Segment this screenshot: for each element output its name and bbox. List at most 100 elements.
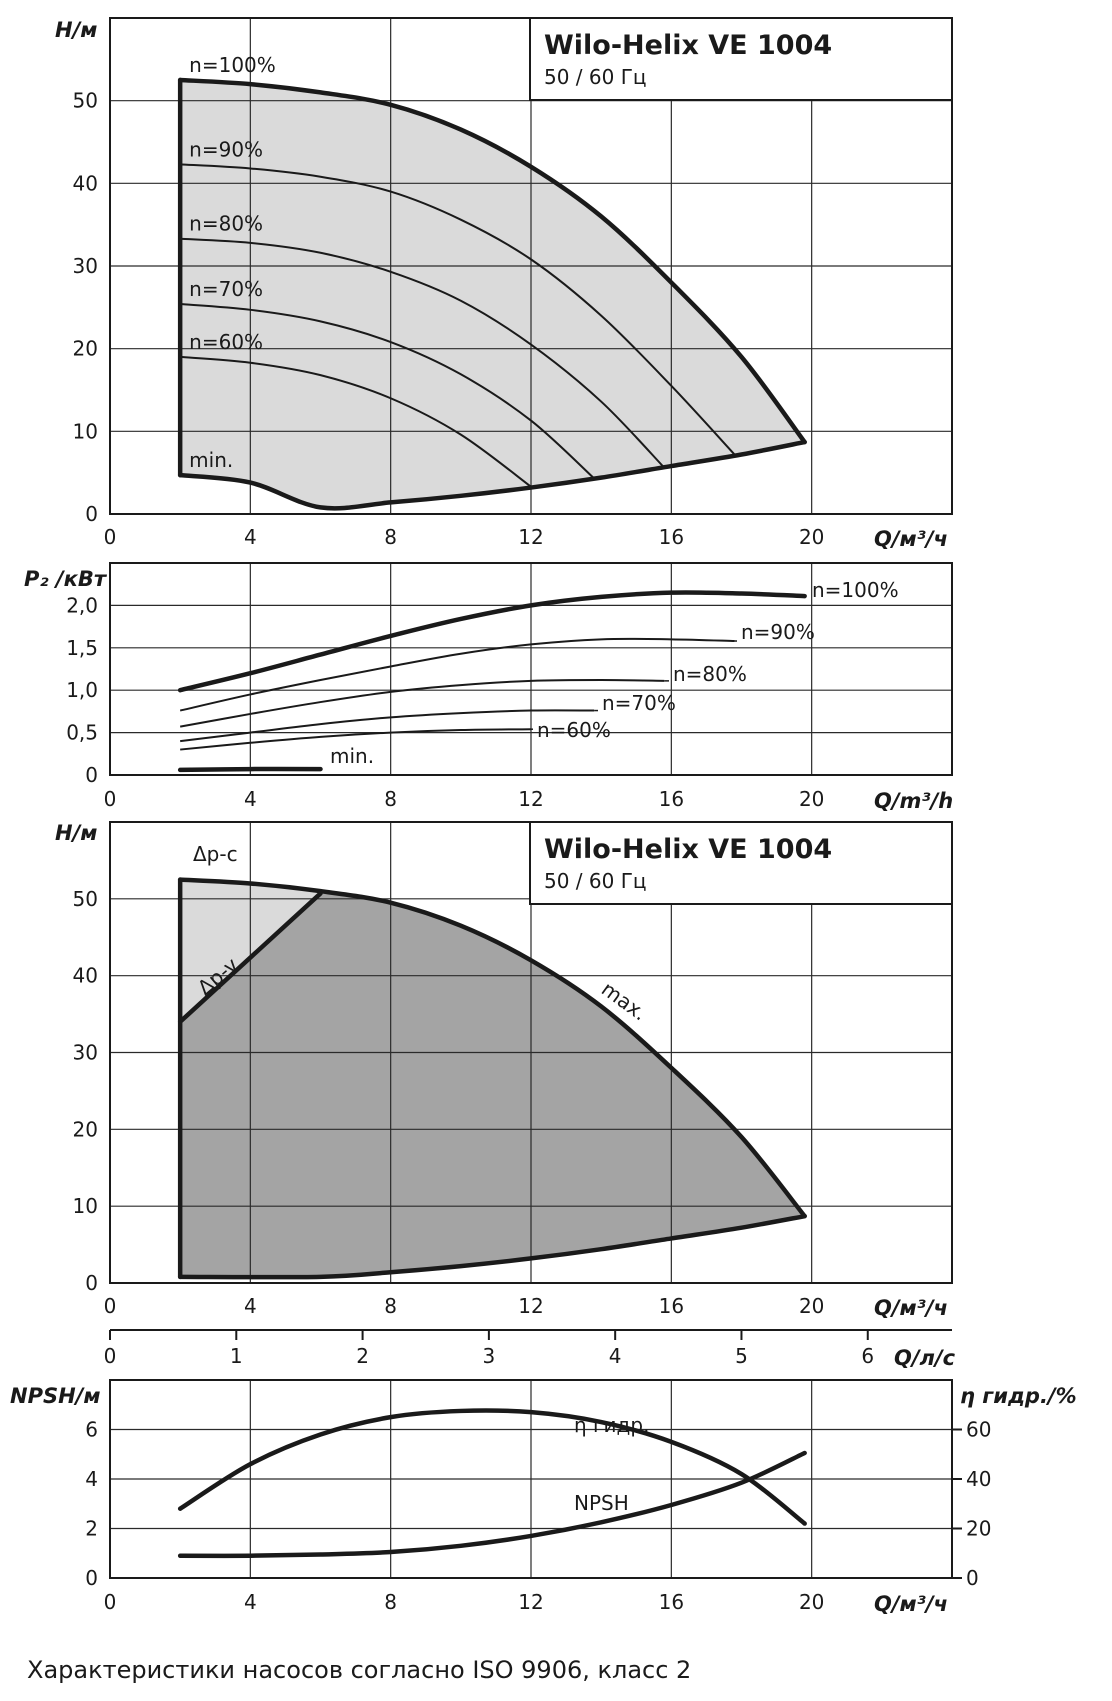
chart-title: Wilo-Helix VE 1004 [544,834,832,865]
y-tick-label: 50 [73,89,98,113]
power-curve-n80 [179,679,665,728]
y-tick-label: 6 [85,1418,98,1442]
x-tick-label: 0 [104,525,117,549]
ls-tick-label: 6 [861,1344,874,1368]
x-tick-label: 20 [799,1294,824,1318]
x-axis-label: Q/м³/ч [874,1296,948,1320]
x-tick-label: 20 [799,1590,824,1614]
y-tick-label: 30 [73,1041,98,1065]
y-axis-label: H/м [55,18,97,42]
x-axis-label: Q/м³/ч [874,527,948,551]
curve-n100 [177,77,807,445]
curve-min [177,439,807,511]
ls-tick-label: 4 [609,1344,622,1368]
y-tick-label: 2 [85,1517,98,1541]
dp-v-area [180,893,805,1278]
x-tick-label: 4 [244,1294,257,1318]
x-tick-label: 4 [244,1590,257,1614]
curve-bottom [177,1213,807,1280]
curve-label: n=100% [189,53,276,77]
curve-max [177,877,807,1219]
figure-caption: Характеристики насосов согласно ISO 9906… [27,1656,691,1684]
curve-label: n=70% [189,277,263,301]
power-curve-label: n=100% [812,578,899,602]
x-tick-label: 8 [384,525,397,549]
y-tick-label: 40 [73,964,98,988]
efficiency-label: η гидр. [574,1413,649,1437]
curve-label: n=80% [189,212,263,236]
plot-frame [109,562,953,776]
x-tick-label: 12 [518,1294,543,1318]
chart-title: Wilo-Helix VE 1004 [544,30,832,61]
y-tick-label: 0,5 [66,721,98,745]
curve-n60 [180,355,532,488]
x-axis-label: Q/м³/ч [874,1592,948,1616]
y-tick-label: 30 [73,254,98,278]
y-tick-label: 0 [85,763,98,787]
x-tick-label: 4 [244,787,257,811]
y-tick-label: 50 [73,887,98,911]
y-tick-label: 40 [73,171,98,195]
x-tick-label: 20 [799,525,824,549]
power-curve-n100 [177,590,807,693]
y2-tick-label: 20 [966,1517,991,1541]
y-tick-label: 1,0 [66,678,98,702]
y-axis-label: H/м [55,821,97,845]
curve-label: min. [189,448,233,472]
x-tick-label: 16 [659,787,684,811]
y-tick-label: 10 [73,1194,98,1218]
title-box [529,17,953,101]
y-tick-label: 10 [73,419,98,443]
y-axis-label: P₂ /кВт [24,567,108,591]
power-curve-min [177,766,323,773]
x-tick-label: 0 [104,1590,117,1614]
power-curve-label: n=70% [602,691,676,715]
curve-n80 [180,237,666,469]
chart-subtitle: 50 / 60 Гц [544,65,647,89]
power-curve-n60 [180,728,532,751]
y2-axis-label: η гидр./% [960,1384,1077,1408]
x-tick-label: 8 [384,1590,397,1614]
ls-axis-label: Q/л/с [894,1346,956,1370]
efficiency-curve [177,1408,807,1526]
x-tick-label: 4 [244,525,257,549]
y-axis-label: NPSH/м [10,1384,101,1408]
curve-label: n=60% [189,330,263,354]
y2-tick-label: 40 [966,1467,991,1491]
ls-tick-label: 1 [230,1344,243,1368]
chart-subtitle: 50 / 60 Гц [544,869,647,893]
power-chart: n=100% n=90% n=80% n=70% n=60% min. 0 0,5 1,0 1,5… [24,562,953,813]
curve-n90 [180,163,736,456]
x-axis-label: Q/m³/h [874,789,953,813]
flow-ls-axis: 0 1 2 3 4 5 6 Q/л/с [104,1329,956,1370]
x-tick-label: 12 [518,787,543,811]
x-tick-label: 16 [659,1590,684,1614]
power-curve-n90 [179,637,735,712]
y-tick-label: 20 [73,337,98,361]
head-chart: Wilo-Helix VE 1004 50 / 60 Гц n=100% n=90% n… [55,17,953,551]
y-tick-label: 20 [73,1117,98,1141]
x-tick-label: 20 [799,787,824,811]
x-tick-label: 16 [659,1294,684,1318]
ls-tick-label: 3 [483,1344,496,1368]
power-curve-label: min. [330,744,374,768]
y-tick-label: 1,5 [66,636,98,660]
x-tick-label: 12 [518,525,543,549]
curve-n70 [180,303,595,480]
x-tick-label: 8 [384,787,397,811]
x-tick-label: 8 [384,1294,397,1318]
x-tick-label: 12 [518,1590,543,1614]
y-tick-label: 4 [85,1467,98,1491]
curve-label: n=90% [189,137,263,161]
ls-tick-label: 2 [356,1344,369,1368]
x-tick-label: 0 [104,787,117,811]
dp-c-label: Δp-c [193,842,238,866]
y2-tick-label: 60 [966,1418,991,1442]
power-curve-label: n=80% [673,662,747,686]
y-tick-label: 0 [85,1566,98,1590]
npsh-label: NPSH [574,1491,629,1515]
y-tick-label: 0 [85,502,98,526]
